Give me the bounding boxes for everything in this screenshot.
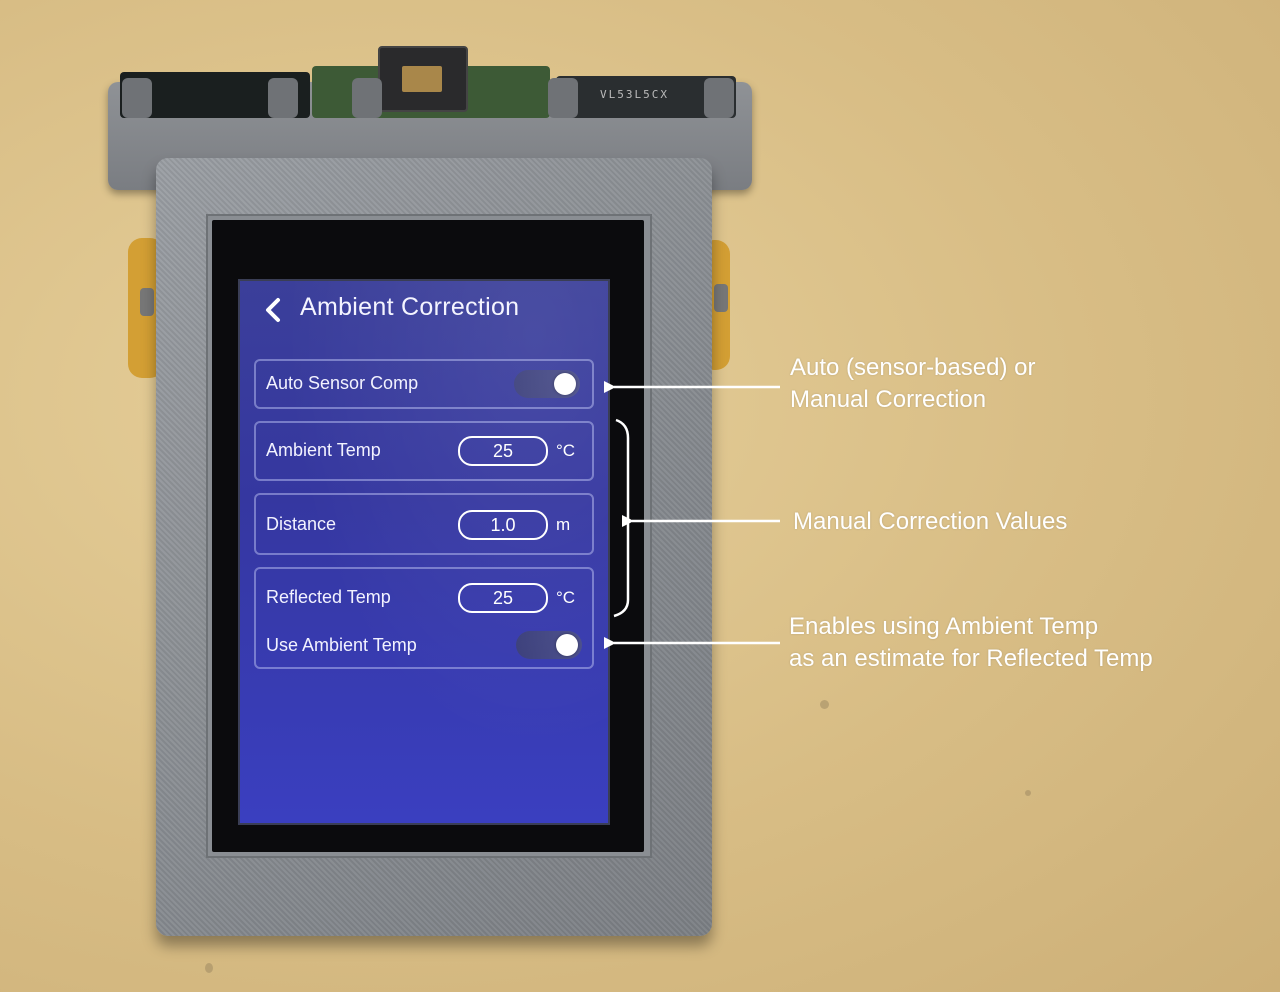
callout-auto-line2: Manual Correction — [790, 386, 987, 413]
screw-icon — [140, 288, 154, 316]
connector — [378, 46, 468, 112]
page-title: Ambient Correction — [300, 293, 520, 321]
ambient-temp-label: Ambient Temp — [266, 440, 381, 460]
callout-reflected-line1: Enables using Ambient Temp — [789, 613, 1099, 640]
reflected-temp-unit: °C — [556, 588, 576, 607]
pcb-marking: VL53L5CX — [600, 88, 669, 101]
toggle-knob — [554, 373, 576, 395]
ambient-temp-card: Ambient Temp 25 °C — [254, 421, 594, 481]
standoff — [268, 78, 298, 118]
ambient-temp-input[interactable]: 25 — [458, 436, 548, 466]
chevron-left-icon[interactable] — [262, 295, 284, 325]
callout-reflected-line2: as an estimate for Reflected Temp — [789, 645, 1153, 672]
touch-screen: Ambient Correction Auto Sensor Comp Ambi… — [238, 279, 610, 825]
distance-unit: m — [556, 515, 571, 534]
wood-speck — [205, 963, 213, 973]
use-ambient-toggle[interactable] — [516, 631, 582, 659]
auto-sensor-card: Auto Sensor Comp — [254, 359, 594, 409]
ambient-temp-unit: °C — [556, 441, 576, 460]
reflected-temp-input[interactable]: 25 — [458, 583, 548, 613]
standoff — [704, 78, 734, 118]
standoff — [352, 78, 382, 118]
distance-label: Distance — [266, 514, 337, 534]
wood-speck — [1025, 790, 1031, 796]
distance-input[interactable]: 1.0 — [458, 510, 548, 540]
reflected-temp-card: Reflected Temp 25 °C Use Ambient Temp — [254, 567, 594, 669]
auto-sensor-toggle[interactable] — [514, 370, 580, 398]
auto-sensor-label: Auto Sensor Comp — [266, 373, 419, 393]
distance-card: Distance 1.0 m — [254, 493, 594, 555]
wood-speck — [820, 700, 829, 709]
standoff — [122, 78, 152, 118]
bracket — [613, 418, 630, 618]
toggle-knob — [556, 634, 578, 656]
callout-reflected: Enables using Ambient Temp as an estimat… — [789, 611, 1153, 675]
callout-manual: Manual Correction Values — [793, 508, 1068, 535]
callout-auto-line1: Auto (sensor-based) or — [790, 354, 1036, 381]
standoff — [548, 78, 578, 118]
use-ambient-label: Use Ambient Temp — [266, 635, 417, 655]
callout-auto: Auto (sensor-based) or Manual Correction — [790, 352, 1035, 416]
screw-icon — [714, 284, 728, 312]
reflected-temp-label: Reflected Temp — [266, 587, 391, 607]
screen-header: Ambient Correction — [240, 281, 608, 341]
